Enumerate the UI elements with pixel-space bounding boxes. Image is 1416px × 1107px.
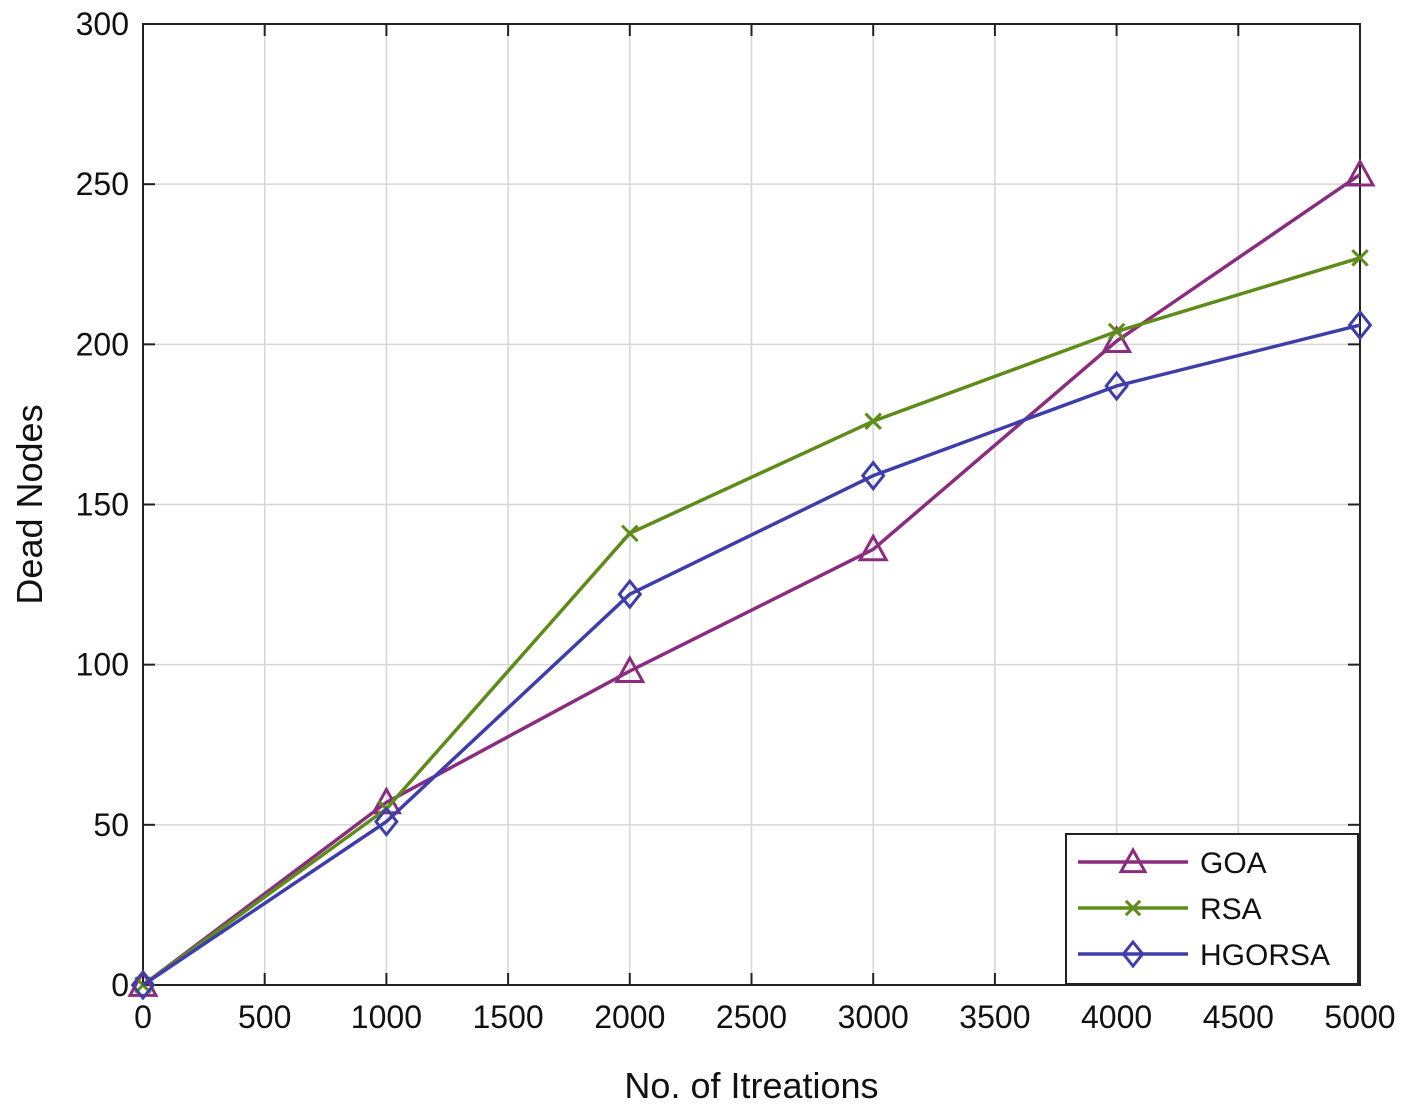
x-tick-label: 3500: [959, 999, 1030, 1035]
series-line-hgorsa: [142, 323, 1361, 987]
y-tick-label: 100: [76, 647, 129, 683]
series-line-rsa: [141, 256, 1361, 987]
y-tick-labels: 0 50 100 150 200 250 300: [76, 6, 129, 1003]
legend-label: HGORSA: [1200, 939, 1330, 972]
y-tick-label: 250: [76, 166, 129, 202]
x-tick-label: 1500: [473, 999, 544, 1035]
x-tick-label: 2000: [594, 999, 665, 1035]
series-lines: [127, 158, 1376, 1001]
y-tick-label: 300: [76, 6, 129, 42]
series-line-goa: [141, 173, 1361, 987]
data-point-hgorsa: [130, 969, 156, 1001]
data-point-goa: [1344, 158, 1376, 187]
y-tick-label: 150: [76, 487, 129, 523]
data-point-hgorsa: [374, 806, 399, 838]
legend-marker-diamond: [1121, 939, 1145, 969]
legend-marker-triangle: [1118, 846, 1148, 874]
x-tick-label: 2500: [716, 999, 787, 1035]
legend-label: RSA: [1200, 893, 1262, 926]
x-tick-label: 5000: [1324, 999, 1395, 1035]
y-tick-label: 50: [93, 807, 129, 843]
legend-item-rsa: RSA: [1078, 893, 1262, 926]
x-axis-title: No. of Itreations: [624, 1065, 878, 1106]
data-point-hgorsa: [1347, 309, 1373, 341]
data-point-rsa: [864, 412, 882, 430]
x-tick-label: 4000: [1081, 999, 1152, 1035]
data-point-goa: [857, 533, 889, 562]
legend-label: GOA: [1200, 847, 1267, 880]
x-tick-label: 0: [134, 999, 152, 1035]
series-hgorsa: [130, 309, 1373, 1001]
data-point-hgorsa: [617, 578, 643, 610]
y-tick-label: 0: [111, 967, 129, 1003]
x-tick-label: 500: [238, 999, 291, 1035]
x-tick-labels: 0 500 1000 1500 2000 2500 3000 3500 4000 4500 5000: [134, 999, 1395, 1035]
legend-marker-x: [1124, 899, 1142, 917]
data-point-rsa: [621, 524, 639, 543]
data-point-goa: [127, 968, 159, 997]
legend-item-goa: GOA: [1078, 846, 1267, 880]
x-tick-label: 3000: [838, 999, 909, 1035]
x-tick-label: 4500: [1203, 999, 1274, 1035]
x-tick-label: 1000: [351, 999, 422, 1035]
data-point-rsa: [1107, 322, 1126, 341]
data-point-hgorsa: [860, 460, 886, 492]
y-axis-title: Dead Nodes: [9, 404, 50, 604]
legend-item-hgorsa: HGORSA: [1078, 939, 1330, 972]
y-tick-label: 200: [76, 326, 129, 362]
data-point-hgorsa: [1104, 370, 1129, 402]
legend: GOA RSA HGORSA: [1065, 833, 1359, 985]
data-point-rsa: [1351, 249, 1369, 267]
data-point-goa: [614, 654, 646, 683]
